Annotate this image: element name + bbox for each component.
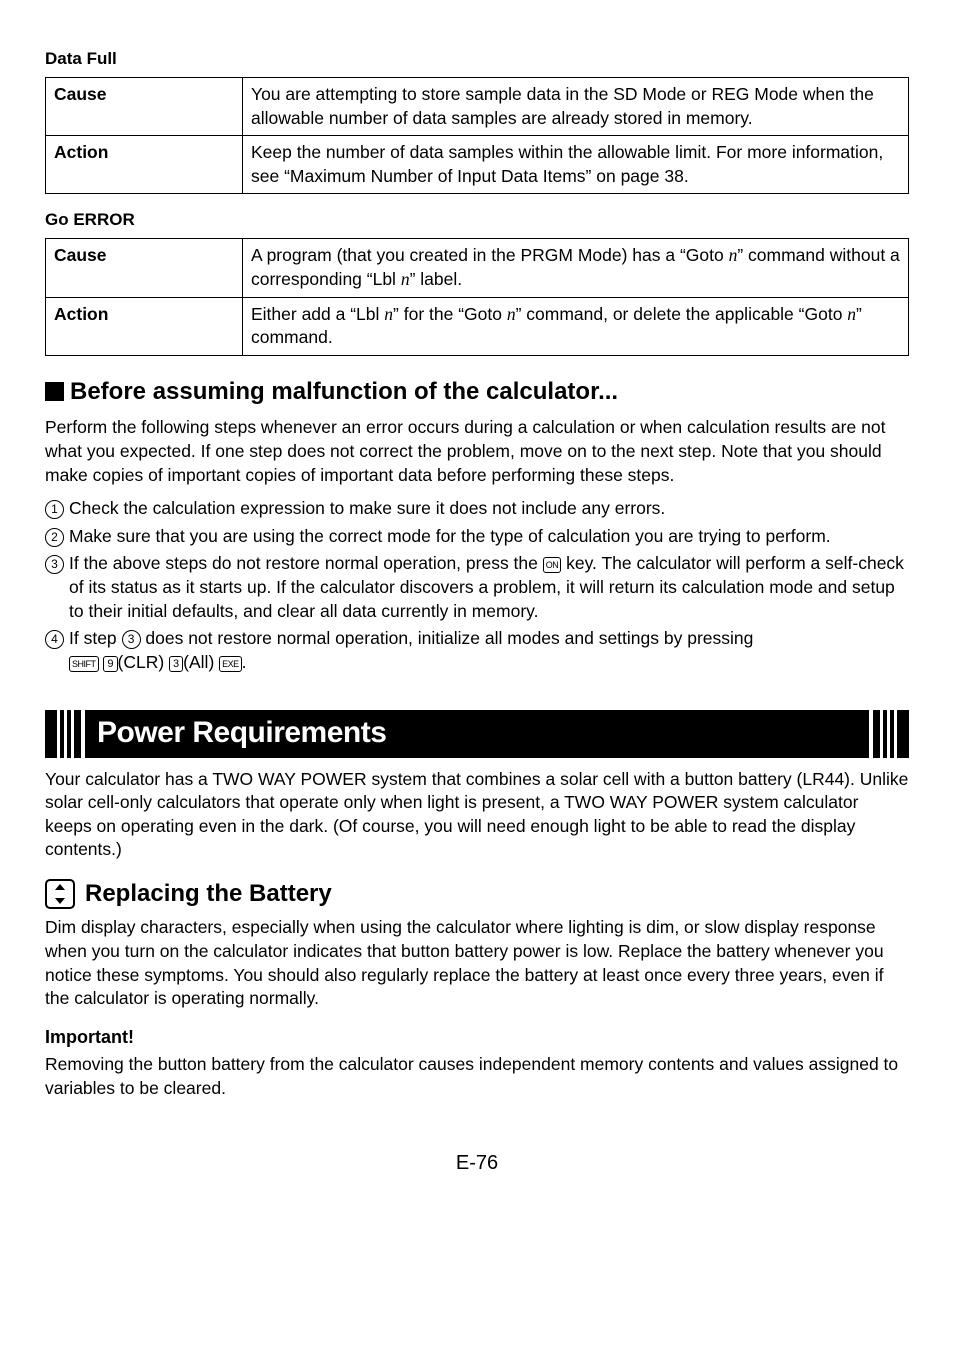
text: ” for the “Goto — [393, 304, 507, 324]
var-n: n — [847, 304, 856, 324]
shift-key-icon: SHIFT — [69, 656, 99, 672]
important-body: Removing the button battery from the cal… — [45, 1053, 909, 1100]
important-label: Important! — [45, 1025, 909, 1049]
circled-2-icon: 2 — [45, 528, 64, 547]
malfunction-intro: Perform the following steps whenever an … — [45, 416, 909, 487]
heading-data-full: Data Full — [45, 48, 909, 71]
section-banner: Power Requirements — [45, 710, 909, 758]
cell-key: Action — [46, 297, 243, 355]
heading-go-error: Go ERROR — [45, 209, 909, 232]
table-data-full: Cause You are attempting to store sample… — [45, 77, 909, 195]
cell-val: Either add a “Lbl n” for the “Goto n” co… — [243, 297, 909, 355]
step-number: 4 — [45, 627, 69, 674]
list-item: 2 Make sure that you are using the corre… — [45, 525, 909, 549]
heading-text: Replacing the Battery — [85, 878, 332, 910]
table-row: Cause A program (that you created in the… — [46, 239, 909, 297]
table-row: Action Either add a “Lbl n” for the “Got… — [46, 297, 909, 355]
cell-val: You are attempting to store sample data … — [243, 77, 909, 135]
text: (CLR) — [118, 652, 165, 672]
list-item: 1 Check the calculation expression to ma… — [45, 497, 909, 521]
step-list: 1 Check the calculation expression to ma… — [45, 497, 909, 674]
bars-left-icon — [45, 710, 81, 758]
page-number: E-76 — [45, 1150, 909, 1177]
step-text: If the above steps do not restore normal… — [69, 552, 909, 623]
text: ” label. — [410, 269, 463, 289]
cell-val: A program (that you created in the PRGM … — [243, 239, 909, 297]
table-row: Cause You are attempting to store sample… — [46, 77, 909, 135]
heading-battery: Replacing the Battery — [45, 878, 909, 910]
heading-text: Before assuming malfunction of the calcu… — [70, 378, 618, 405]
nine-key-icon: 9 — [103, 656, 117, 672]
text: A program (that you created in the PRGM … — [251, 245, 729, 265]
three-key-icon: 3 — [169, 656, 183, 672]
step-text: If step 3 does not restore normal operat… — [69, 627, 753, 674]
bars-right-icon — [873, 710, 909, 758]
circled-3-icon: 3 — [45, 555, 64, 574]
cell-key: Cause — [46, 77, 243, 135]
cell-key: Cause — [46, 239, 243, 297]
table-row: Action Keep the number of data samples w… — [46, 136, 909, 194]
cell-val: Keep the number of data samples within t… — [243, 136, 909, 194]
circled-4-icon: 4 — [45, 630, 64, 649]
var-n: n — [384, 304, 393, 324]
heading-malfunction: Before assuming malfunction of the calcu… — [45, 376, 909, 408]
text: Either add a “Lbl — [251, 304, 384, 324]
square-bullet-icon — [45, 382, 64, 401]
table-go-error: Cause A program (that you created in the… — [45, 238, 909, 356]
text: ” command, or delete the applicable “Got… — [516, 304, 848, 324]
list-item: 3 If the above steps do not restore norm… — [45, 552, 909, 623]
on-key-icon: ON — [543, 557, 562, 573]
var-n: n — [401, 269, 410, 289]
banner-title: Power Requirements — [85, 710, 869, 758]
dpad-icon — [45, 879, 75, 909]
power-body: Your calculator has a TWO WAY POWER syst… — [45, 768, 909, 863]
text: If the above steps do not restore normal… — [69, 553, 543, 573]
step-number: 3 — [45, 552, 69, 623]
circled-1-icon: 1 — [45, 500, 64, 519]
text: (All) — [183, 652, 214, 672]
exe-key-icon: EXE — [219, 656, 242, 672]
circled-3-ref-icon: 3 — [122, 630, 141, 649]
step-text: Make sure that you are using the correct… — [69, 525, 831, 549]
step-number: 2 — [45, 525, 69, 549]
text: does not restore normal operation, initi… — [141, 628, 754, 648]
var-n: n — [507, 304, 516, 324]
step-number: 1 — [45, 497, 69, 521]
list-item: 4 If step 3 does not restore normal oper… — [45, 627, 909, 674]
text: . — [242, 652, 247, 672]
step-text: Check the calculation expression to make… — [69, 497, 665, 521]
battery-body: Dim display characters, especially when … — [45, 916, 909, 1011]
text: If step — [69, 628, 122, 648]
cell-key: Action — [46, 136, 243, 194]
